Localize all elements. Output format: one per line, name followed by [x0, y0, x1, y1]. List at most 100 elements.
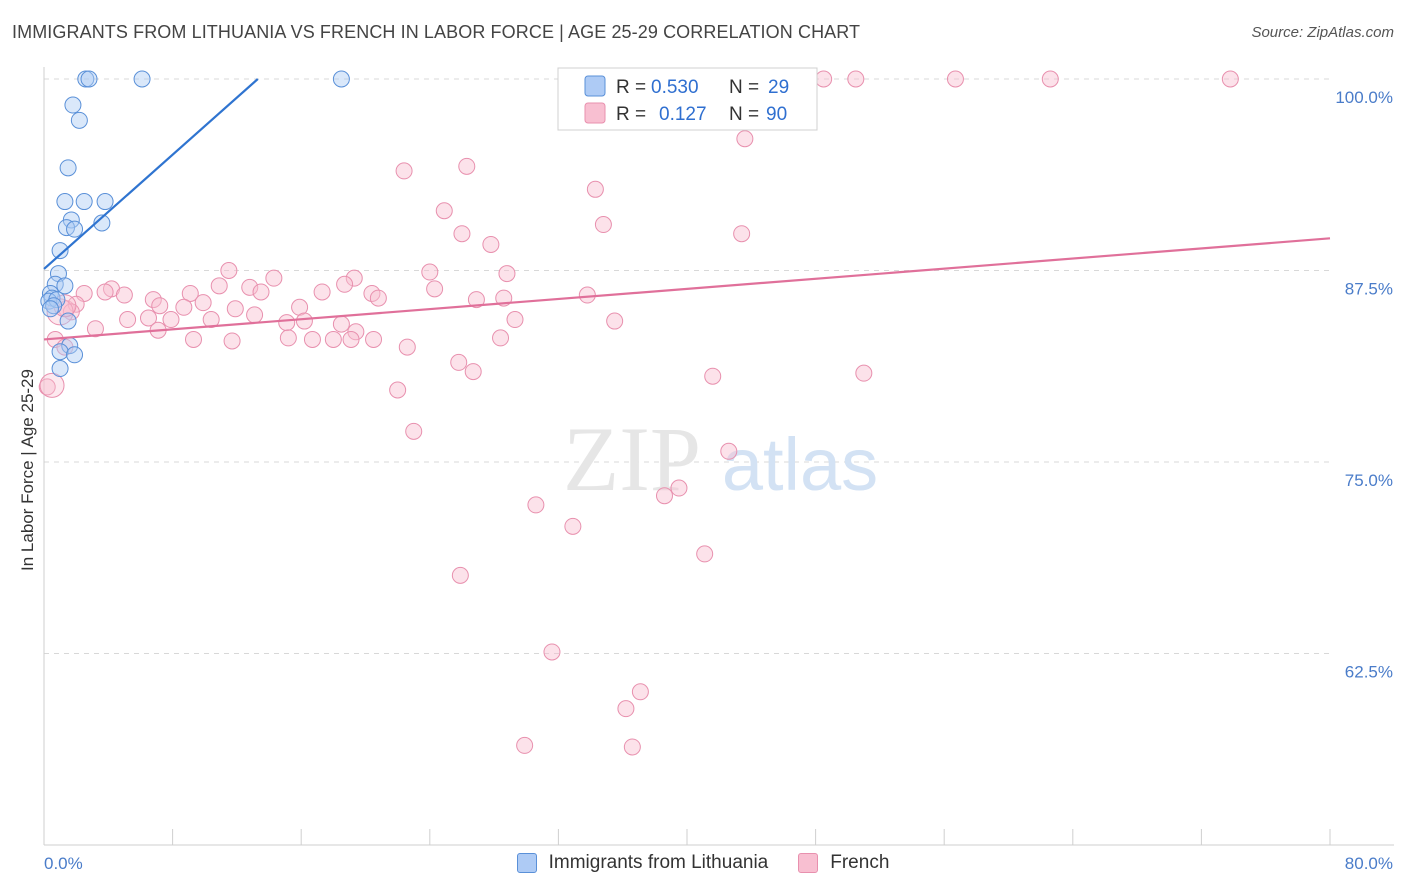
- x-tick-label-min: 0.0%: [44, 854, 83, 873]
- lithuania-point-5: [70, 111, 88, 129]
- french-point-73: [450, 353, 468, 371]
- french-point-90: [516, 736, 534, 754]
- watermark-atlas: atlas: [722, 423, 878, 506]
- french-point-17: [733, 225, 751, 243]
- french-point-81: [655, 487, 673, 505]
- french-point-58: [606, 312, 624, 330]
- trend-lines: [43, 78, 1331, 341]
- legend-item-french: French: [798, 852, 889, 874]
- french-point-60: [86, 320, 104, 338]
- french-point-55: [295, 312, 313, 330]
- french-point-85: [696, 545, 714, 563]
- french-point-46: [226, 300, 244, 318]
- french-point-79: [405, 422, 423, 440]
- french-point-32: [144, 291, 162, 309]
- y-tick-label-0: 62.5%: [1345, 663, 1393, 682]
- french-point-19: [220, 262, 238, 279]
- french-cluster-1: [39, 372, 65, 398]
- french-point-23: [345, 269, 363, 287]
- y-tick-label-2: 87.5%: [1345, 280, 1393, 299]
- french-trend-line: [43, 237, 1331, 341]
- series-legend: Immigrants from Lithuania French: [0, 852, 1406, 874]
- french-point-86: [451, 566, 469, 584]
- french-point-82: [670, 479, 688, 497]
- french-point-75: [704, 367, 722, 385]
- french-point-76: [855, 364, 873, 382]
- lithuania-point-17: [56, 277, 74, 295]
- french-point-63: [223, 332, 241, 350]
- french-point-45: [194, 294, 212, 312]
- french-point-25: [210, 277, 228, 295]
- french-point-22: [265, 269, 283, 287]
- lithuania-point-4: [64, 96, 82, 114]
- french-point-78: [38, 378, 56, 396]
- french-point-65: [303, 330, 321, 348]
- french-point-15: [594, 216, 612, 234]
- french-point-64: [279, 329, 297, 347]
- lithuania-point-7: [56, 193, 74, 211]
- french-point-37: [467, 291, 485, 309]
- french-point-44: [175, 298, 193, 316]
- lithuania-point-2: [133, 70, 151, 88]
- french-point-74: [464, 363, 482, 381]
- french-point-62: [184, 330, 202, 348]
- lithuania-point-12: [66, 220, 84, 238]
- legend-n-value-1: 29: [768, 77, 789, 98]
- legend-r-label-2: R =: [616, 104, 646, 125]
- french-point-69: [492, 329, 510, 347]
- legend-n-label-1: N =: [729, 77, 759, 98]
- lithuania-point-26: [51, 343, 69, 361]
- french-point-7: [946, 70, 964, 88]
- legend-item-lithuania: Immigrants from Lithuania: [516, 852, 769, 874]
- french-point-39: [578, 286, 596, 304]
- french-point-34: [252, 283, 270, 301]
- axes: [43, 67, 1394, 846]
- x-tick-label-max: 80.0%: [1345, 854, 1393, 873]
- legend-swatch-pink: [584, 102, 606, 124]
- french-point-30: [96, 283, 114, 301]
- french-point-18: [482, 235, 500, 253]
- legend-label-lithuania: Immigrants from Lithuania: [548, 852, 769, 873]
- lithuania-point-6: [59, 159, 77, 177]
- lithuania-point-9: [96, 193, 114, 211]
- french-point-6: [847, 70, 865, 88]
- french-point-10: [736, 130, 754, 148]
- french-point-49: [119, 311, 137, 329]
- tick-labels: 62.5% 75.0% 87.5% 100.0% 0.0% 80.0%: [44, 88, 1393, 873]
- french-point-88: [631, 683, 649, 701]
- lithuania-point-14: [51, 242, 69, 260]
- lithuania-point-23: [41, 300, 59, 318]
- y-tick-label-1: 75.0%: [1345, 471, 1393, 490]
- lithuania-point-8: [75, 193, 93, 211]
- y-tick-label-3: 100.0%: [1335, 88, 1393, 107]
- french-point-21: [498, 265, 516, 283]
- french-point-91: [623, 738, 641, 756]
- french-point-35: [313, 283, 331, 301]
- french-point-52: [202, 311, 220, 329]
- source-credit: Source: ZipAtlas.com: [1251, 24, 1394, 41]
- legend-swatch-blue: [584, 75, 606, 97]
- french-point-13: [586, 180, 604, 198]
- french-point-84: [564, 517, 582, 535]
- french-points: [38, 70, 1239, 756]
- french-point-68: [365, 330, 383, 348]
- french-point-51: [162, 311, 180, 329]
- french-point-11: [458, 157, 476, 175]
- lithuania-point-27: [66, 346, 84, 364]
- french-point-40: [369, 289, 387, 307]
- lithuania-points: [40, 70, 350, 378]
- french-point-26: [241, 278, 259, 296]
- legend-r-label-1: R =: [616, 77, 646, 98]
- french-point-50: [139, 309, 157, 327]
- legend-label-french: French: [830, 852, 890, 873]
- french-point-66: [324, 330, 342, 348]
- french-point-12: [395, 162, 413, 180]
- french-point-14: [435, 202, 453, 220]
- french-point-5: [815, 70, 833, 88]
- french-point-57: [506, 311, 524, 329]
- french-point-27: [336, 275, 354, 293]
- french-point-77: [389, 381, 407, 399]
- watermark-zip: ZIP: [563, 408, 701, 510]
- lithuania-point-3: [332, 70, 350, 88]
